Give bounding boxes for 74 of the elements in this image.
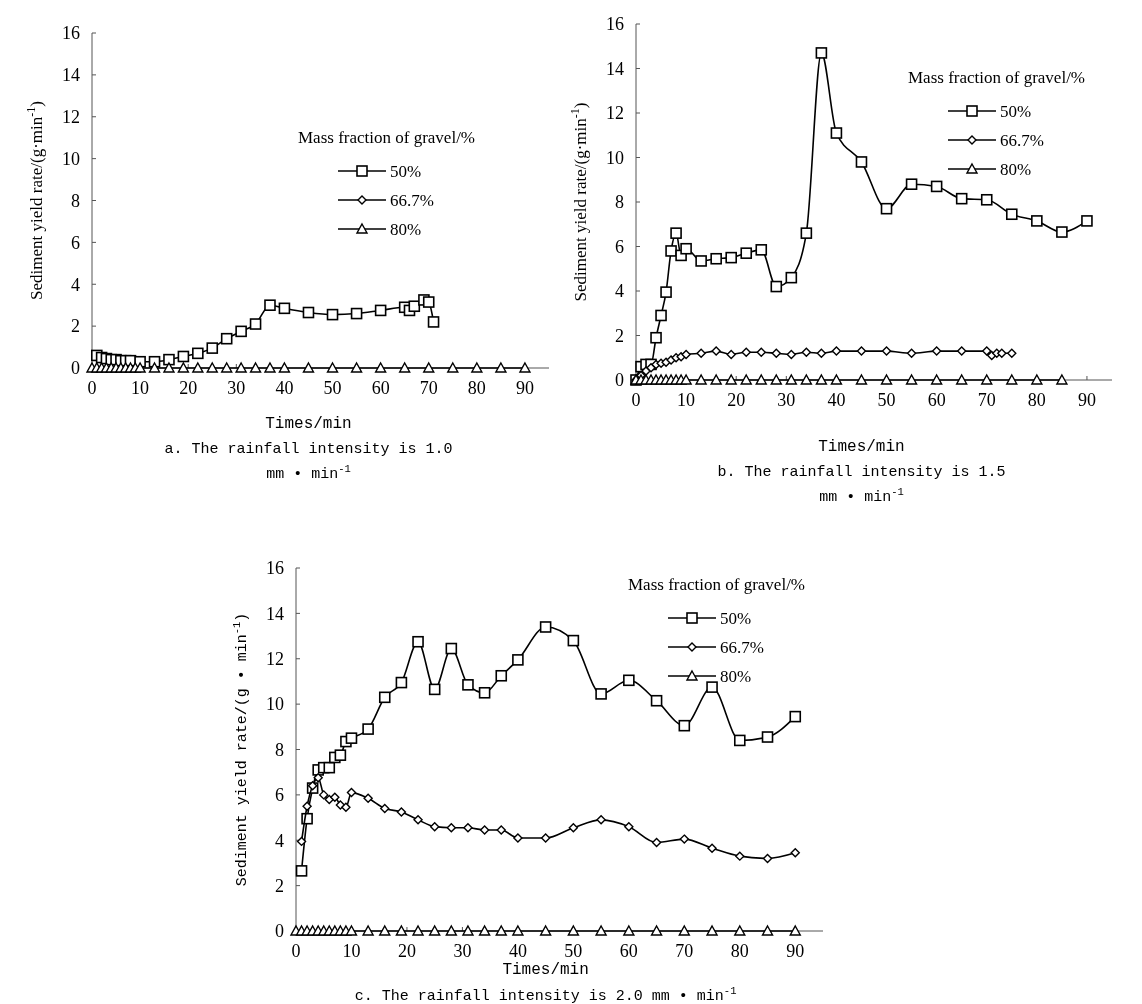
y-tick-label: 12 xyxy=(606,103,624,124)
x-tick-label: 40 xyxy=(508,941,527,961)
x-tick-label: 30 xyxy=(227,378,246,398)
legend-label: 80% xyxy=(390,219,422,239)
x-tick-label: 90 xyxy=(786,941,805,961)
y-tick-label: 16 xyxy=(266,558,284,579)
legend-label: 66.7% xyxy=(720,637,764,657)
y-tick-label: 2 xyxy=(275,875,284,896)
y-tick-label: 4 xyxy=(71,274,80,295)
y-tick-label: 16 xyxy=(62,23,80,44)
x-tick-label: 10 xyxy=(131,378,150,398)
x-tick-label: 50 xyxy=(877,390,896,410)
x-tick-label: 60 xyxy=(927,390,946,410)
x-tick-label: 10 xyxy=(677,390,696,410)
x-tick-label: 80 xyxy=(1027,390,1046,410)
y-tick-label: 4 xyxy=(275,830,284,851)
y-tick-label: 6 xyxy=(71,232,80,253)
x-tick-label: 90 xyxy=(1077,390,1096,410)
x-tick-label: 90 xyxy=(515,378,534,398)
y-tick-label: 0 xyxy=(71,358,80,379)
legend-title: Mass fraction of gravel/% xyxy=(298,128,476,147)
y-tick-label: 16 xyxy=(606,14,624,35)
x-tick-label: 50 xyxy=(323,378,342,398)
legend-label: 80% xyxy=(1000,159,1032,179)
legend-label: 66.7% xyxy=(390,190,434,210)
y-tick-label: 14 xyxy=(266,603,284,624)
legend-label: 66.7% xyxy=(1000,130,1044,150)
x-tick-label: 60 xyxy=(371,378,390,398)
x-tick-label: 30 xyxy=(453,941,472,961)
x-tick-label: 70 xyxy=(419,378,438,398)
y-tick-label: 10 xyxy=(606,147,624,168)
y-tick-label: 10 xyxy=(62,148,80,169)
x-tick-label: 60 xyxy=(619,941,638,961)
y-tick-label: 6 xyxy=(275,785,284,806)
x-tick-label: 80 xyxy=(467,378,486,398)
y-tick-label: 2 xyxy=(615,325,624,346)
y-tick-label: 2 xyxy=(71,316,80,337)
x-tick-label: 70 xyxy=(977,390,996,410)
y-tick-label: 12 xyxy=(62,107,80,128)
y-tick-label: 0 xyxy=(275,921,284,942)
y-tick-label: 8 xyxy=(71,190,80,211)
x-tick-label: 80 xyxy=(730,941,749,961)
x-axis-title: Times/min xyxy=(265,415,352,433)
y-tick-label: 8 xyxy=(615,192,624,213)
x-tick-label: 0 xyxy=(87,378,97,398)
legend-label: 50% xyxy=(720,608,752,628)
legend-title: Mass fraction of gravel/% xyxy=(628,575,806,594)
x-tick-label: 0 xyxy=(291,941,301,961)
y-tick-label: 10 xyxy=(266,694,284,715)
x-tick-label: 0 xyxy=(631,390,641,410)
x-tick-label: 50 xyxy=(564,941,583,961)
legend-label: 80% xyxy=(720,666,752,686)
y-tick-label: 4 xyxy=(615,281,624,302)
x-tick-label: 40 xyxy=(827,390,846,410)
x-tick-label: 70 xyxy=(675,941,694,961)
y-tick-label: 8 xyxy=(275,739,284,760)
x-tick-label: 20 xyxy=(727,390,746,410)
text: c. The rainfall intensity is 2.0 mm • min$^{-1}$ xyxy=(354,985,737,1004)
legend-label: 50% xyxy=(1000,101,1032,121)
legend-title: Mass fraction of gravel/% xyxy=(908,68,1086,87)
x-tick-label: 30 xyxy=(777,390,796,410)
y-tick-label: 14 xyxy=(62,65,80,86)
x-axis-title: Times/min xyxy=(818,438,905,456)
y-tick-label: 12 xyxy=(266,649,284,670)
y-tick-label: 14 xyxy=(606,58,624,79)
x-tick-label: 20 xyxy=(179,378,198,398)
x-tick-label: 20 xyxy=(397,941,416,961)
text: a. The rainfall intensity is 1.0 mm • min$^{-1}$ xyxy=(164,441,453,483)
x-tick-label: 40 xyxy=(275,378,294,398)
x-axis-title: Times/min xyxy=(502,961,589,979)
y-tick-label: 6 xyxy=(615,236,624,257)
legend-label: 50% xyxy=(390,161,422,181)
text: b. The rainfall intensity is 1.5 mm • min$^{-1}$ xyxy=(717,464,1006,506)
x-tick-label: 10 xyxy=(342,941,361,961)
